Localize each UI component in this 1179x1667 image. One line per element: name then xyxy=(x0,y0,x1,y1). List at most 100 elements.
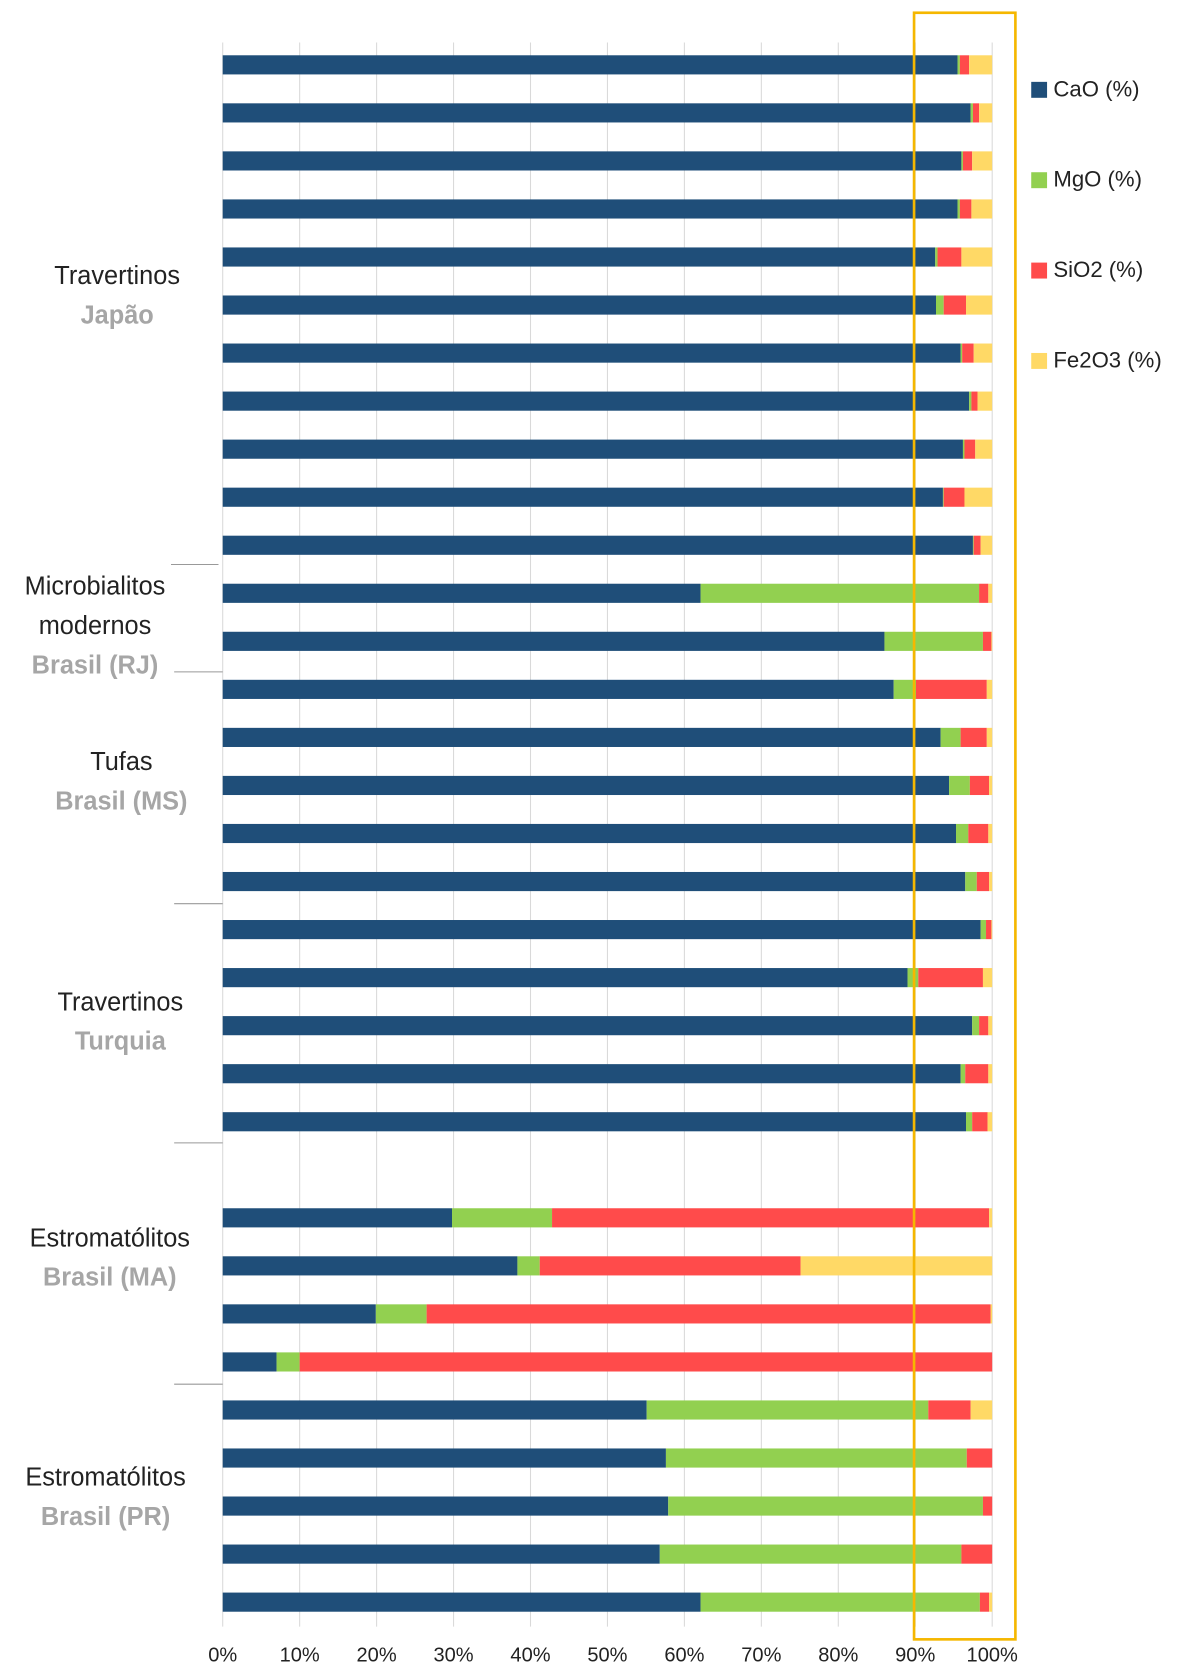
bar-segment xyxy=(646,1400,929,1420)
bar-segment xyxy=(982,968,993,988)
x-tick-label: 0% xyxy=(208,1645,237,1667)
bar-segment xyxy=(937,247,962,267)
bar-segment xyxy=(976,871,990,892)
bar-segment xyxy=(988,1064,993,1084)
x-tick-label: 50% xyxy=(587,1645,627,1667)
bar-segment xyxy=(222,1064,961,1084)
bar-segment xyxy=(517,1256,540,1276)
bar-segment xyxy=(949,775,970,796)
bar-segment xyxy=(972,535,974,555)
bar-segment xyxy=(659,1544,962,1564)
bar-segment xyxy=(222,487,943,507)
bar-segment xyxy=(222,1400,647,1420)
bar-segment xyxy=(800,1256,993,1276)
bar-segment xyxy=(299,1352,993,1372)
bar-segment xyxy=(943,295,967,315)
bar-segment xyxy=(971,199,993,219)
group-label: Travertinos xyxy=(57,988,183,1016)
legend-swatch xyxy=(1031,172,1048,189)
bar-segment xyxy=(971,391,978,411)
bar-segment xyxy=(960,727,987,747)
x-tick-label: 70% xyxy=(741,1645,781,1667)
bar-segment xyxy=(222,583,701,603)
bar-segment xyxy=(972,103,980,123)
legend-swatch xyxy=(1031,262,1048,279)
bar-segment xyxy=(222,103,971,123)
group-label: Estromatólitos xyxy=(30,1224,190,1252)
bar-segment xyxy=(975,439,993,459)
bar-segment xyxy=(979,103,993,123)
bar-segment xyxy=(969,391,972,411)
bar-segment xyxy=(966,1448,993,1468)
bar-segment xyxy=(222,391,970,411)
bar-segment xyxy=(969,55,993,75)
bar-segment xyxy=(961,1544,993,1564)
bar-segment xyxy=(222,727,941,747)
bar-segment xyxy=(700,583,980,603)
group-sublabel: Brasil (RJ) xyxy=(32,651,159,679)
group-label: Estromatólitos xyxy=(25,1463,185,1491)
group-separators xyxy=(170,563,223,1385)
bar-segment xyxy=(426,1304,991,1324)
bar-segment xyxy=(222,295,937,315)
bar-segment xyxy=(893,679,916,699)
bar-segment xyxy=(965,871,977,892)
bar-segment xyxy=(970,103,973,123)
group-sublabel: Japão xyxy=(81,301,154,329)
bar-segment xyxy=(940,727,961,747)
bar-segment xyxy=(973,343,993,363)
bar-segment xyxy=(959,199,972,219)
bar-segment xyxy=(452,1208,553,1228)
bar-segment xyxy=(991,631,993,651)
bar-segment xyxy=(979,583,989,603)
bar-segment xyxy=(222,1496,669,1516)
labels: 0% 10% 20% 30% 40% 50% 60% 70% 80% 90% 100% CaO (%)… xyxy=(25,76,1162,1667)
bar-segment xyxy=(966,295,993,315)
bar-segment xyxy=(915,679,987,699)
x-tick-label: 30% xyxy=(433,1645,473,1667)
bar-segment xyxy=(987,1112,993,1132)
bar-segment xyxy=(961,247,993,267)
bar-segment xyxy=(972,151,993,171)
bar-segment xyxy=(979,1016,989,1036)
group-sublabel: Brasil (MA) xyxy=(43,1264,177,1292)
bar-segment xyxy=(222,439,963,459)
bar-segment xyxy=(222,55,958,75)
bar-segment xyxy=(222,343,961,363)
bar-segment xyxy=(972,1112,988,1132)
bar-segment xyxy=(222,1592,701,1612)
group-sublabel: Brasil (PR) xyxy=(41,1503,170,1531)
bar-segment xyxy=(979,1592,990,1612)
bar-segment xyxy=(962,343,974,363)
bar-segment xyxy=(222,1256,518,1276)
bar-segment xyxy=(942,487,944,507)
bar-segment xyxy=(980,920,987,940)
bar-segment xyxy=(222,679,894,699)
bar-segment xyxy=(222,968,908,988)
bar-segment xyxy=(968,823,989,844)
bar-segment xyxy=(959,55,970,75)
legend-swatch xyxy=(1031,352,1048,369)
bar-segment xyxy=(989,775,993,796)
bar-segment xyxy=(222,151,962,171)
bar-segment xyxy=(552,1208,990,1228)
bar-segment xyxy=(222,871,966,892)
group-label: modernos xyxy=(39,612,152,640)
x-tick-label: 90% xyxy=(895,1645,935,1667)
group-label: Travertinos xyxy=(54,262,180,290)
bar-segment xyxy=(961,151,963,171)
legend-swatch xyxy=(1031,81,1048,98)
bar-segment xyxy=(222,1016,973,1036)
bar-segment xyxy=(988,1016,993,1036)
bar-segment xyxy=(928,1400,971,1420)
bar-segment xyxy=(222,1352,277,1372)
legend-label: MgO (%) xyxy=(1053,167,1142,192)
bar-segment xyxy=(665,1448,967,1468)
legend-label: CaO (%) xyxy=(1053,76,1139,101)
bar-segment xyxy=(222,247,936,267)
bar-segment xyxy=(962,151,973,171)
bar-segment xyxy=(222,920,981,940)
group-sublabel: Turquia xyxy=(75,1028,167,1056)
bar-segment xyxy=(222,1448,666,1468)
